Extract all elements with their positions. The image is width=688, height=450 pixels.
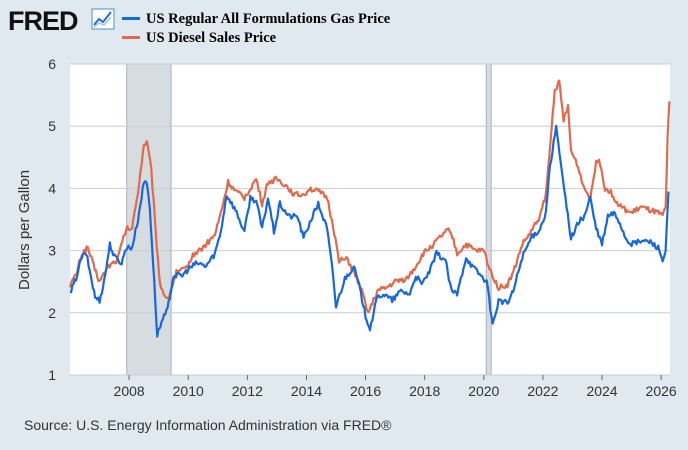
x-tick-label-2020: 2020 <box>468 383 499 399</box>
x-axis-ticks: 2008 2010 2012 2014 2016 2018 2020 2022 2024 2026 <box>114 375 677 399</box>
fred-logo[interactable]: FRED <box>8 6 78 36</box>
legend-swatch-diesel <box>122 36 140 40</box>
recession-band-1 <box>485 63 492 376</box>
legend-swatch-gas <box>122 17 140 21</box>
series-line-gas <box>69 124 670 338</box>
series-lines <box>68 79 671 338</box>
x-tick-label-2008: 2008 <box>114 383 145 399</box>
y-tick-label-4: 4 <box>48 180 56 196</box>
x-tick-label-2022: 2022 <box>527 383 558 399</box>
source-note: Source: U.S. Energy Information Administ… <box>24 417 392 433</box>
series-line-diesel <box>68 79 671 314</box>
x-tick-label-2014: 2014 <box>291 383 322 399</box>
x-tick-label-2026: 2026 <box>646 383 677 399</box>
y-axis-label: Dollars per Gallon <box>16 169 33 290</box>
x-tick-label-2010: 2010 <box>173 383 204 399</box>
trend-graph-icon <box>91 8 115 30</box>
x-tick-label-2012: 2012 <box>232 383 263 399</box>
y-tick-label-2: 2 <box>48 305 56 321</box>
y-tick-label-1: 1 <box>48 367 56 383</box>
x-tick-label-2018: 2018 <box>409 383 440 399</box>
legend-label-diesel: US Diesel Sales Price <box>146 30 277 46</box>
y-tick-label-5: 5 <box>48 118 56 134</box>
legend-item-diesel[interactable]: US Diesel Sales Price <box>122 30 276 48</box>
x-tick-label-2016: 2016 <box>350 383 381 399</box>
legend-label-gas: US Regular All Formulations Gas Price <box>146 11 391 27</box>
legend-item-gas[interactable]: US Regular All Formulations Gas Price <box>122 11 390 29</box>
y-tick-label-6: 6 <box>48 56 56 72</box>
x-tick-label-2024: 2024 <box>586 383 617 399</box>
y-tick-label-3: 3 <box>48 243 56 259</box>
y-axis-ticks: 1 2 3 4 5 6 <box>48 56 56 383</box>
